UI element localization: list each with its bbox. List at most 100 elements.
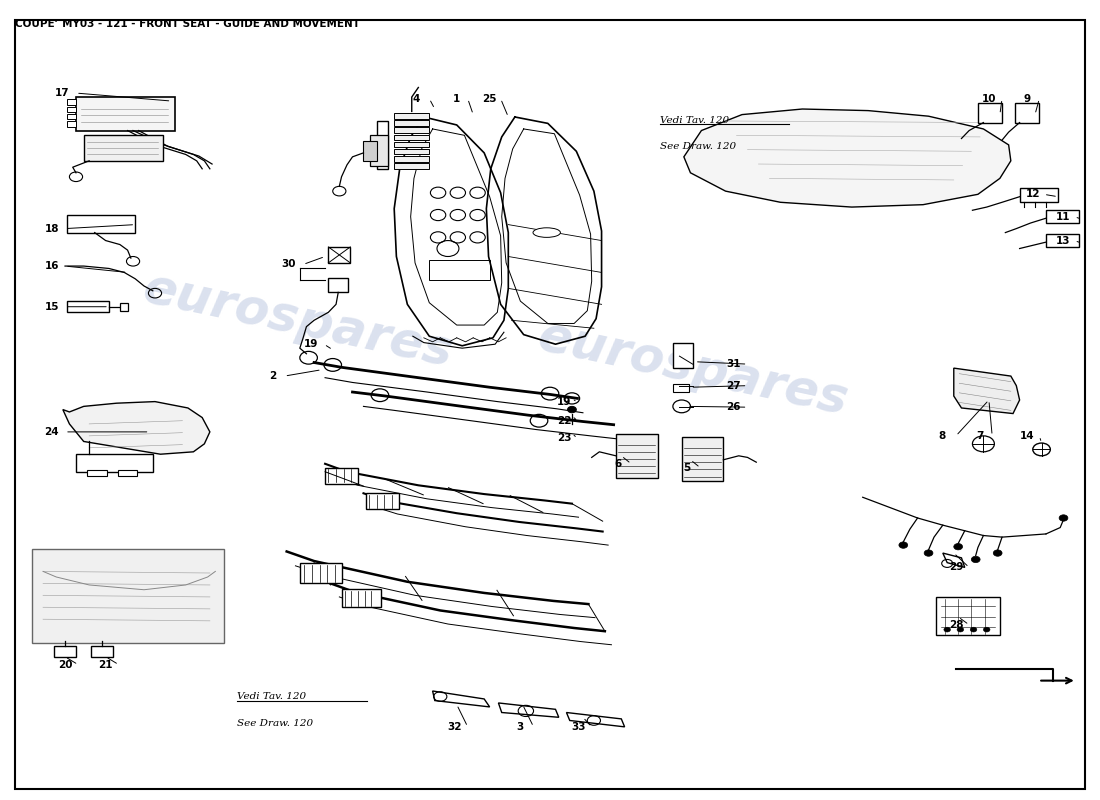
FancyBboxPatch shape xyxy=(394,142,429,147)
FancyBboxPatch shape xyxy=(363,141,376,161)
Circle shape xyxy=(924,550,933,556)
Text: 1: 1 xyxy=(453,94,461,104)
Text: 29: 29 xyxy=(949,562,964,573)
Polygon shape xyxy=(120,302,128,310)
Text: 26: 26 xyxy=(726,402,740,412)
Text: 18: 18 xyxy=(45,223,59,234)
FancyBboxPatch shape xyxy=(365,494,398,510)
FancyBboxPatch shape xyxy=(329,278,348,292)
Text: 9: 9 xyxy=(1024,94,1031,104)
Circle shape xyxy=(1059,515,1068,521)
Text: 22: 22 xyxy=(557,416,572,426)
Text: 11: 11 xyxy=(1056,212,1070,222)
Text: 19: 19 xyxy=(557,398,572,407)
Text: 16: 16 xyxy=(45,261,59,271)
FancyBboxPatch shape xyxy=(54,646,76,657)
Text: 10: 10 xyxy=(981,94,997,104)
Text: See Draw. 120: See Draw. 120 xyxy=(660,142,736,151)
FancyBboxPatch shape xyxy=(326,468,358,484)
Text: 8: 8 xyxy=(938,431,945,441)
Text: 14: 14 xyxy=(1020,431,1035,441)
Text: 27: 27 xyxy=(726,381,740,390)
FancyBboxPatch shape xyxy=(76,454,153,472)
Ellipse shape xyxy=(534,228,560,238)
FancyBboxPatch shape xyxy=(394,120,429,126)
Circle shape xyxy=(983,627,990,632)
FancyBboxPatch shape xyxy=(1020,188,1058,202)
Text: 24: 24 xyxy=(44,427,59,437)
Text: See Draw. 120: See Draw. 120 xyxy=(238,718,314,728)
Text: 17: 17 xyxy=(54,88,69,98)
FancyBboxPatch shape xyxy=(616,434,658,478)
Text: 21: 21 xyxy=(98,660,113,670)
FancyBboxPatch shape xyxy=(673,384,690,392)
Circle shape xyxy=(899,542,907,548)
Circle shape xyxy=(970,627,977,632)
FancyBboxPatch shape xyxy=(67,121,76,126)
Text: 5: 5 xyxy=(683,462,691,473)
Circle shape xyxy=(944,627,950,632)
Text: Vedi Tav. 120: Vedi Tav. 120 xyxy=(660,116,729,125)
Text: 23: 23 xyxy=(557,434,572,443)
FancyBboxPatch shape xyxy=(91,646,113,657)
Text: 6: 6 xyxy=(615,458,622,469)
Polygon shape xyxy=(376,121,387,169)
Circle shape xyxy=(954,543,962,550)
Text: 2: 2 xyxy=(268,371,276,381)
FancyBboxPatch shape xyxy=(394,127,429,133)
Text: 13: 13 xyxy=(1056,235,1070,246)
FancyBboxPatch shape xyxy=(76,97,175,130)
Polygon shape xyxy=(498,703,559,718)
Text: 32: 32 xyxy=(448,722,462,732)
Text: 30: 30 xyxy=(282,259,296,270)
Text: 7: 7 xyxy=(977,431,983,441)
FancyBboxPatch shape xyxy=(370,134,387,166)
Text: 28: 28 xyxy=(948,620,964,630)
Circle shape xyxy=(993,550,1002,556)
FancyBboxPatch shape xyxy=(67,215,135,233)
Text: 31: 31 xyxy=(726,359,740,369)
Text: 25: 25 xyxy=(483,94,497,104)
FancyBboxPatch shape xyxy=(394,149,429,154)
Text: 33: 33 xyxy=(571,722,586,732)
Polygon shape xyxy=(684,109,1011,207)
Text: 4: 4 xyxy=(412,94,420,104)
Text: Vedi Tav. 120: Vedi Tav. 120 xyxy=(238,692,307,702)
FancyBboxPatch shape xyxy=(673,342,693,368)
FancyBboxPatch shape xyxy=(300,563,341,583)
Text: COUPE’ MY03 - 121 - FRONT SEAT - GUIDE AND MOVEMENT: COUPE’ MY03 - 121 - FRONT SEAT - GUIDE A… xyxy=(14,19,360,29)
FancyBboxPatch shape xyxy=(429,261,490,281)
Text: 19: 19 xyxy=(304,339,318,349)
Polygon shape xyxy=(943,553,965,567)
FancyBboxPatch shape xyxy=(67,301,109,312)
FancyBboxPatch shape xyxy=(87,470,107,476)
Text: 12: 12 xyxy=(1025,190,1040,199)
FancyBboxPatch shape xyxy=(84,134,163,161)
FancyBboxPatch shape xyxy=(682,438,724,482)
FancyBboxPatch shape xyxy=(67,99,76,105)
FancyBboxPatch shape xyxy=(118,470,138,476)
FancyBboxPatch shape xyxy=(1046,234,1079,247)
FancyBboxPatch shape xyxy=(341,589,381,607)
FancyBboxPatch shape xyxy=(32,549,224,643)
Circle shape xyxy=(971,556,980,562)
Polygon shape xyxy=(566,713,625,727)
FancyBboxPatch shape xyxy=(394,163,429,169)
FancyBboxPatch shape xyxy=(394,113,429,118)
Circle shape xyxy=(568,406,576,413)
FancyBboxPatch shape xyxy=(978,102,1002,122)
Circle shape xyxy=(957,627,964,632)
Polygon shape xyxy=(63,402,210,454)
Text: 15: 15 xyxy=(45,302,59,312)
FancyBboxPatch shape xyxy=(936,597,1000,635)
FancyBboxPatch shape xyxy=(1015,102,1040,122)
FancyBboxPatch shape xyxy=(67,106,76,112)
Text: 20: 20 xyxy=(58,660,73,670)
FancyBboxPatch shape xyxy=(394,134,429,140)
Text: 3: 3 xyxy=(517,722,524,732)
Text: eurospares: eurospares xyxy=(139,264,458,377)
FancyBboxPatch shape xyxy=(394,156,429,162)
FancyBboxPatch shape xyxy=(1046,210,1079,223)
Polygon shape xyxy=(432,691,490,707)
FancyBboxPatch shape xyxy=(67,114,76,119)
